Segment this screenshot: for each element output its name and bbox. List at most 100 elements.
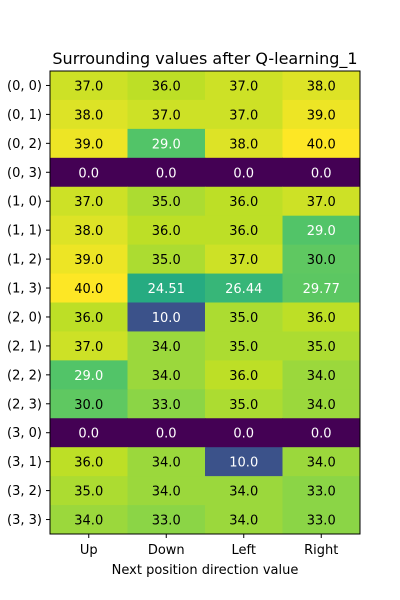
cell-value-label: 35.0 [152,195,181,210]
heatmap-cell [50,418,128,448]
heatmap-cell [205,302,283,332]
cell-value-label: 34.0 [307,398,336,413]
cell-value-label: 29.0 [74,369,103,384]
y-tick-label: (2, 0) [7,310,42,325]
cell-value-label: 37.0 [152,108,181,123]
cell-value-label: 36.0 [152,79,181,94]
cell-value-label: 37.0 [74,340,103,355]
cell-value-label: 30.0 [74,398,103,413]
heatmap-cell [50,99,128,130]
heatmap-cell [127,273,206,303]
cell-value-label: 37.0 [307,195,336,210]
cell-value-label: 38.0 [74,224,103,239]
heatmap-cell [127,128,206,159]
cell-value-label: 39.0 [307,108,336,123]
heatmap-cell [282,99,361,130]
heatmap-cell [127,418,206,448]
heatmap-cell [205,215,283,246]
cell-value-label: 0.0 [78,427,99,442]
heatmap-cell [127,331,206,361]
plot-frame [49,70,361,535]
y-tick-label: (0, 2) [7,137,42,152]
heatmap-cell [50,302,128,332]
heatmap-cell [205,128,283,159]
heatmap-cell [205,157,283,188]
cell-value-label: 37.0 [74,79,103,94]
cell-value-label: 38.0 [74,108,103,123]
cell-value-label: 34.0 [307,369,336,384]
cell-value-label: 34.0 [152,485,181,500]
y-tick-label: (3, 2) [7,484,42,499]
cell-value-label: 36.0 [229,195,258,210]
cell-value-label: 35.0 [229,340,258,355]
heatmap-cell [50,360,128,390]
heatmap-cell [127,71,206,101]
heatmap-cell [205,476,283,506]
heatmap-cell [205,331,283,361]
heatmap-cell [50,505,128,535]
cell-value-label: 35.0 [229,398,258,413]
heatmap-cell [50,389,128,419]
heatmap-cell [205,244,283,275]
heatmap-cell [127,99,206,130]
heatmap-cell [50,215,128,246]
heatmap-cell [282,505,361,535]
heatmap-cell [50,186,128,217]
cell-value-label: 29.0 [152,137,181,152]
heatmap-cell [50,128,128,159]
heatmap-cell [205,389,283,419]
y-tick-label: (2, 3) [7,397,42,412]
heatmap-cell [205,273,283,303]
heatmap-cell [50,476,128,506]
x-tick-label: Right [304,543,338,558]
cell-value-label: 36.0 [229,369,258,384]
cell-value-label: 26.44 [225,282,262,297]
cell-value-label: 0.0 [233,166,254,181]
heatmap-cell [282,302,361,332]
chart-title: Surrounding values after Q-learning_1 [52,49,357,69]
y-tick-label: (0, 0) [7,79,42,94]
heatmap-cell [50,71,128,101]
y-tick-label: (3, 0) [7,426,42,441]
cell-value-label: 38.0 [307,79,336,94]
heatmap-cell [282,71,361,101]
heatmap-cell [127,476,206,506]
y-tick-label: (1, 1) [7,224,42,239]
x-tick-label: Up [80,543,98,558]
cell-value-label: 37.0 [74,195,103,210]
heatmap-cell [127,389,206,419]
y-tick-label: (0, 3) [7,166,42,181]
cell-value-label: 36.0 [74,456,103,471]
cell-value-label: 36.0 [229,224,258,239]
cell-value-label: 37.0 [229,253,258,268]
y-tick-label: (3, 1) [7,455,42,470]
cell-value-label: 30.0 [307,253,336,268]
heatmap-cell [205,418,283,448]
cell-value-label: 33.0 [307,514,336,529]
cell-value-label: 0.0 [233,427,254,442]
heatmap-cell [282,244,361,275]
heatmap-cell [50,273,128,303]
heatmap-cell [127,244,206,275]
heatmap-cell [205,71,283,101]
heatmap-cell [127,505,206,535]
cell-value-label: 36.0 [152,224,181,239]
cell-value-label: 29.0 [307,224,336,239]
heatmap-cell [127,157,206,188]
heatmap-cell [205,186,283,217]
cell-value-label: 34.0 [229,485,258,500]
heatmap-cell [282,157,361,188]
cell-value-label: 0.0 [156,427,177,442]
heatmap-cell [282,476,361,506]
heatmap-cell [50,447,128,477]
heatmap-cell [127,302,206,332]
heatmap-cell [127,186,206,217]
cell-value-label: 33.0 [152,398,181,413]
cell-value-label: 34.0 [152,369,181,384]
cell-value-label: 29.77 [303,282,340,297]
cell-value-label: 38.0 [229,137,258,152]
heatmap-cell [127,215,206,246]
y-tick-label: (1, 0) [7,195,42,210]
cell-value-label: 37.0 [229,108,258,123]
cell-value-label: 35.0 [152,253,181,268]
